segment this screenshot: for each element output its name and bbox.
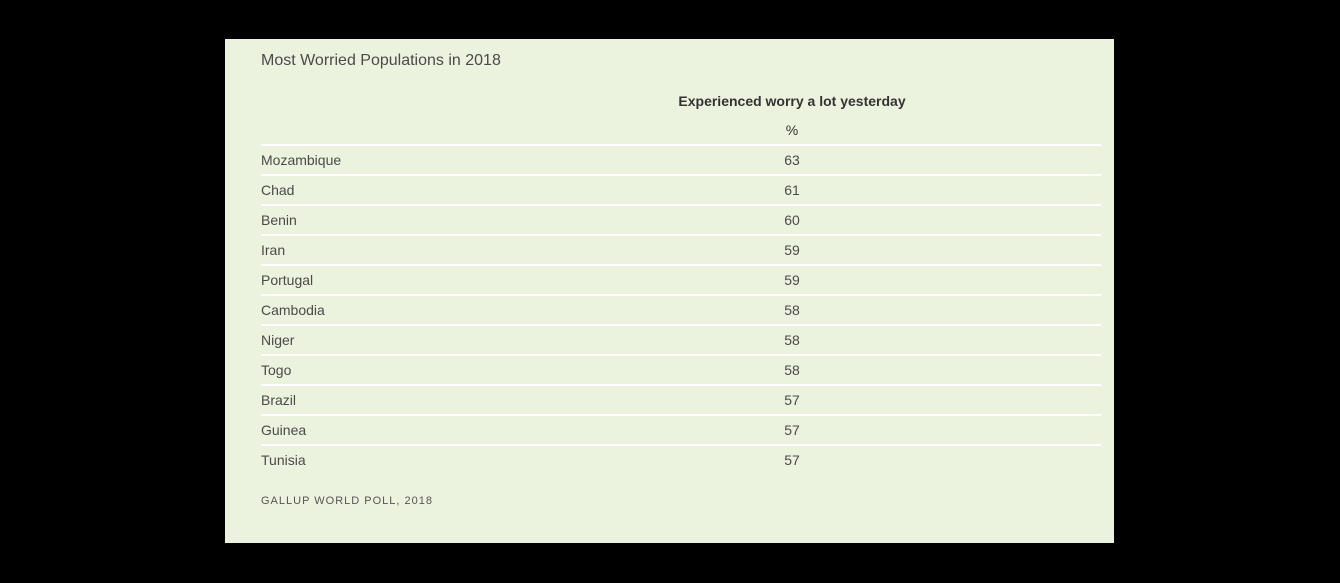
table-row: Benin 60 — [261, 204, 1101, 234]
column-unit: % — [785, 122, 799, 138]
row-value: 58 — [784, 302, 800, 318]
row-country: Cambodia — [261, 302, 325, 318]
row-value: 57 — [784, 422, 800, 438]
row-country: Mozambique — [261, 152, 342, 168]
table-row: Cambodia 58 — [261, 294, 1101, 324]
row-country: Chad — [261, 182, 295, 198]
table-row: Tunisia 57 — [261, 444, 1101, 474]
table-row: Mozambique 63 — [261, 144, 1101, 174]
row-value: 58 — [784, 332, 800, 348]
row-value: 57 — [784, 392, 800, 408]
row-value: 59 — [784, 242, 800, 258]
table-body: Mozambique 63 Chad 61 Benin 60 Iran 59 Portugal 5… — [261, 144, 1101, 474]
row-country: Guinea — [261, 422, 307, 438]
row-value: 57 — [784, 452, 800, 468]
row-country: Togo — [261, 362, 292, 378]
row-country: Benin — [261, 212, 297, 228]
table-row: Portugal 59 — [261, 264, 1101, 294]
row-value: 60 — [784, 212, 800, 228]
table-panel: Most Worried Populations in 2018 Experie… — [225, 39, 1114, 543]
row-value: 61 — [784, 182, 800, 198]
table-title: Most Worried Populations in 2018 — [261, 52, 501, 69]
table-row: Guinea 57 — [261, 414, 1101, 444]
table-row: Chad 61 — [261, 174, 1101, 204]
row-value: 59 — [784, 272, 800, 288]
column-header: Experienced worry a lot yesterday — [678, 93, 906, 109]
row-value: 58 — [784, 362, 800, 378]
table-row: Brazil 57 — [261, 384, 1101, 414]
row-country: Portugal — [261, 272, 314, 288]
source-note: GALLUP WORLD POLL, 2018 — [261, 495, 433, 507]
table-row: Niger 58 — [261, 324, 1101, 354]
row-country: Tunisia — [261, 452, 306, 468]
row-country: Brazil — [261, 392, 297, 408]
row-country: Iran — [261, 242, 286, 258]
row-value: 63 — [784, 152, 800, 168]
table-row: Iran 59 — [261, 234, 1101, 264]
table-row: Togo 58 — [261, 354, 1101, 384]
row-country: Niger — [261, 332, 295, 348]
